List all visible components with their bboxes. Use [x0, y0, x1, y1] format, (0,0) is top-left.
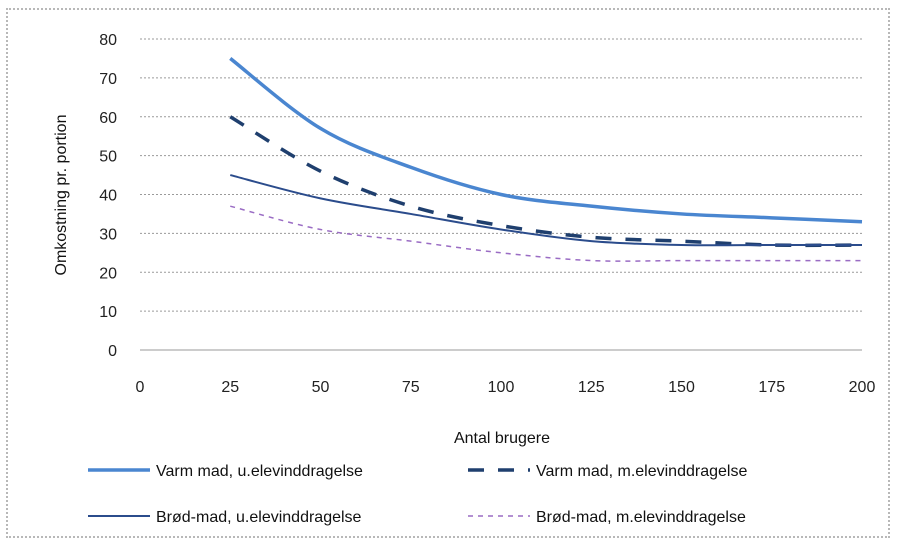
series-line-2: [229, 115, 863, 248]
x-tick-label: 0: [136, 379, 145, 396]
y-axis-ticks: 0 10 20 30 40 50 60 70 80: [99, 32, 117, 360]
chart-frame: [6, 8, 890, 538]
legend-label: Varm mad, m.elevinddragelse: [536, 463, 747, 480]
y-tick-label: 30: [99, 226, 117, 243]
series-line-1: [229, 57, 863, 224]
y-tick-label: 40: [99, 188, 117, 205]
grid-lines: [140, 38, 862, 312]
y-tick-label: 10: [99, 304, 117, 321]
y-tick-label: 60: [99, 110, 117, 127]
x-tick-label: 25: [221, 379, 239, 396]
x-tick-label: 50: [312, 379, 330, 396]
x-tick-label: 200: [849, 379, 876, 396]
x-tick-label: 100: [488, 379, 515, 396]
y-tick-label: 0: [108, 343, 117, 360]
y-axis-title: Omkostning pr. portion: [53, 115, 70, 276]
y-tick-label: 80: [99, 32, 117, 49]
series-line-3: [229, 174, 862, 247]
legend-label: Varm mad, u.elevinddragelse: [156, 463, 363, 480]
x-axis-ticks: 0 25 50 75 100 125 150 175 200: [136, 379, 876, 396]
series-lines: [229, 57, 863, 262]
legend-label: Brød-mad, m.elevinddragelse: [536, 509, 746, 526]
y-tick-label: 50: [99, 149, 117, 166]
x-tick-label: 125: [578, 379, 605, 396]
legend-label: Brød-mad, u.elevinddragelse: [156, 509, 362, 526]
x-tick-label: 75: [402, 379, 420, 396]
x-axis-title: Antal brugere: [454, 430, 550, 447]
series-line-4: [230, 205, 862, 262]
legend: Varm mad, u.elevinddragelse Varm mad, m.e…: [88, 463, 747, 526]
x-tick-label: 150: [668, 379, 695, 396]
y-tick-label: 20: [99, 265, 117, 282]
y-tick-label: 70: [99, 71, 117, 88]
x-tick-label: 175: [758, 379, 785, 396]
